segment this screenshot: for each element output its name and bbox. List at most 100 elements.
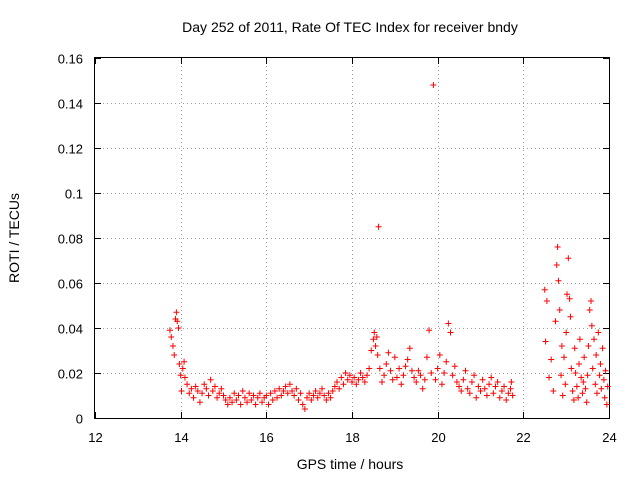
data-point-plus [393,374,400,381]
data-point-plus [582,385,589,392]
data-point-plus [571,345,578,352]
data-point-plus [595,329,602,336]
data-point-plus [419,385,426,392]
data-point-plus [179,365,186,372]
x-tick-label: 12 [88,430,102,445]
data-point-plus [214,394,221,401]
data-point-plus [351,374,358,381]
data-point-plus [186,390,193,397]
data-point-plus [381,372,388,379]
data-point-plus [248,397,255,403]
data-point-plus [604,383,611,390]
data-point-plus [494,379,501,385]
data-point-plus [593,352,600,358]
data-point-plus [323,397,330,403]
data-point-plus [596,372,603,379]
data-point-plus [286,381,293,388]
data-point-plus [391,354,398,361]
data-point-plus [402,363,409,370]
data-point-plus [584,372,591,379]
data-point-plus [580,379,587,385]
data-point-plus [306,390,313,397]
y-tick-label: 0 [76,412,83,427]
data-point-plus [244,399,251,406]
data-point-plus [176,361,183,367]
data-point-plus [308,397,315,403]
data-point-plus [588,322,595,329]
data-point-plus [505,390,512,397]
data-point-plus [496,394,503,401]
data-point-plus [468,379,475,385]
data-point-plus [383,361,390,367]
data-point-plus [481,385,488,392]
data-point-plus [271,388,278,394]
data-point-plus [447,329,454,336]
data-point-plus [211,383,218,390]
x-tick-label: 22 [516,430,530,445]
data-point-plus [432,376,439,383]
data-point-plus [458,388,465,394]
data-point-plus [456,383,463,390]
data-point-plus [498,388,505,394]
data-point-plus [181,358,188,365]
data-point-plus [546,374,553,381]
data-point-plus [588,298,595,304]
data-point-plus [555,277,562,284]
data-point-plus [561,354,568,361]
data-point-plus [316,390,323,397]
data-point-plus [601,394,608,401]
data-point-plus [568,365,575,372]
data-point-plus [566,295,573,302]
data-point-plus [314,394,321,401]
data-point-plus [376,365,383,372]
data-point-plus [282,383,289,390]
data-point-plus [284,390,291,397]
data-point-plus [319,385,326,392]
data-point-plus [297,390,304,397]
data-point-plus [443,358,450,365]
data-point-plus [421,376,428,383]
data-point-plus [201,381,208,388]
y-tick-label: 0.02 [58,367,83,382]
data-point-plus [344,376,351,383]
data-point-plus [436,352,443,358]
data-point-plus [449,372,456,379]
data-point-plus [256,390,263,397]
data-point-plus [373,334,380,340]
data-point-plus [572,370,579,376]
data-point-plus [370,336,377,343]
data-point-plus [453,379,460,385]
data-point-plus [175,325,182,331]
data-point-plus [562,381,569,388]
data-point-plus [541,286,548,293]
data-point-plus [490,390,497,397]
data-point-plus [301,406,308,412]
data-point-plus [570,397,577,403]
data-point-plus [576,336,583,343]
data-point-plus [359,374,366,381]
data-point-plus [466,390,473,397]
x-tick-label: 14 [174,430,188,445]
data-point-plus [218,385,225,392]
data-point-plus [404,356,411,363]
data-point-plus [269,397,276,403]
data-point-plus [368,347,375,354]
data-point-plus [184,381,191,388]
data-point-plus [357,370,364,376]
y-tick-label: 0.06 [58,277,83,292]
y-tick-label: 0.12 [58,142,83,157]
data-point-plus [592,381,599,388]
data-point-plus [329,388,336,394]
data-point-plus [280,388,287,394]
data-point-plus [581,354,588,361]
data-point-plus [173,309,180,316]
data-point-plus [327,394,334,401]
data-point-plus [575,394,582,401]
data-point-plus [220,392,227,399]
data-point-plus [556,307,563,313]
data-point-plus [274,394,281,401]
data-point-plus [434,365,441,372]
data-points [166,82,611,412]
data-point-plus [471,372,478,379]
